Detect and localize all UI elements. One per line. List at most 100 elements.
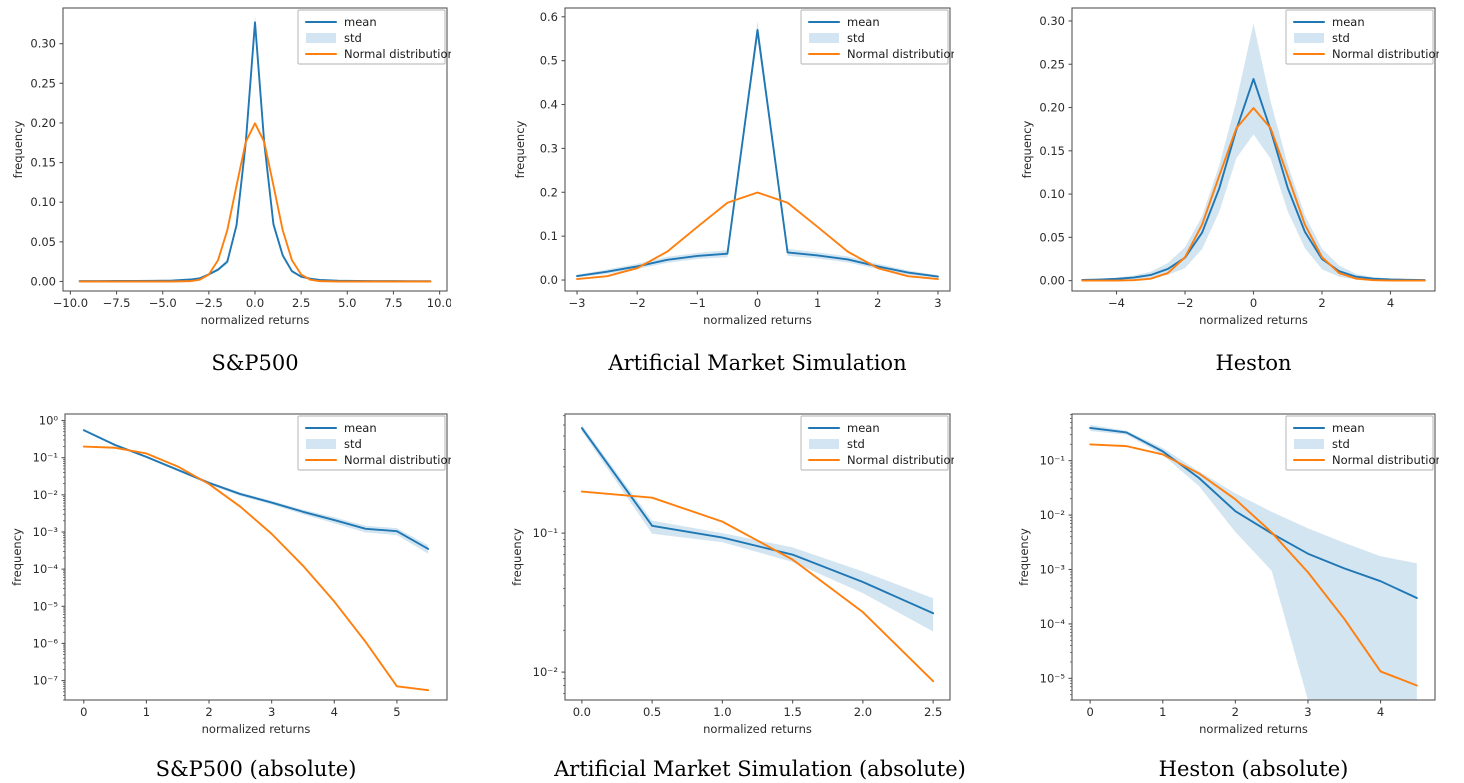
legend-label: Normal distribution	[847, 47, 954, 61]
legend-label: mean	[344, 15, 377, 29]
series-line-mean-heston-abs	[1089, 426, 1418, 599]
series-line-mean-ams-abs	[580, 427, 935, 615]
x-tick-label: −3	[569, 296, 586, 310]
legend-label: Normal distribution	[847, 453, 954, 467]
x-tick-label: 0.0	[246, 296, 264, 310]
legend-label: mean	[344, 421, 377, 435]
x-tick-label: 7.5	[384, 296, 402, 310]
x-tick-label: 1	[1159, 705, 1166, 719]
x-tick-label: 0	[1250, 296, 1257, 310]
y-axis-label: frequency	[10, 528, 24, 586]
y-tick-label: 10⁻¹	[1040, 454, 1065, 468]
legend-label: Normal distribution	[1332, 453, 1439, 467]
y-tick-label: 10⁻²	[33, 488, 58, 502]
x-tick-label: 2.0	[854, 705, 872, 719]
x-tick-label: 0	[80, 705, 87, 719]
y-tick-label: 10⁻²	[533, 665, 558, 679]
legend-label: mean	[847, 421, 880, 435]
series-line-normal-ams-pdf	[576, 191, 939, 281]
y-tick-label: 0.10	[1039, 187, 1065, 201]
y-tick-label: 10⁻⁴	[33, 562, 59, 576]
x-tick-label: 3	[268, 705, 275, 719]
x-tick-label: −2	[629, 296, 646, 310]
y-tick-label: 0.05	[30, 235, 56, 249]
x-axis-label: normalized returns	[202, 722, 311, 736]
x-axis-label: normalized returns	[703, 722, 812, 736]
y-tick-label: 0.25	[30, 76, 56, 90]
y-tick-label: 0.10	[30, 195, 56, 209]
legend-swatch-band	[306, 33, 336, 43]
x-tick-label: −4	[1108, 296, 1125, 310]
y-tick-label: 10⁻³	[33, 525, 59, 539]
legend-heston-abs: mean std Normal distribution	[1285, 415, 1439, 471]
y-axis-label: frequency	[1020, 120, 1034, 178]
x-tick-label: 2	[874, 296, 881, 310]
y-tick-label: 0.15	[30, 156, 56, 170]
legend-label: Normal distribution	[344, 453, 451, 467]
legend-box	[800, 9, 949, 65]
y-tick-label: 10⁻⁴	[1040, 617, 1066, 631]
x-tick-label: 1	[143, 705, 150, 719]
y-tick-label: 0.6	[540, 10, 558, 24]
legend-label: std	[344, 31, 362, 45]
x-tick-label: 5	[393, 705, 400, 719]
y-tick-label: 0.15	[1039, 144, 1065, 158]
legend-box	[800, 415, 949, 471]
x-tick-label: 4	[1387, 296, 1394, 310]
legend-label: Normal distribution	[344, 47, 451, 61]
legend-label: std	[847, 437, 865, 451]
legend-label: mean	[1332, 15, 1365, 29]
y-tick-label: 0.3	[540, 141, 558, 155]
x-tick-label: 4	[1377, 705, 1384, 719]
x-tick-label: 0	[1086, 705, 1093, 719]
legend-swatch-band	[1294, 439, 1324, 449]
legend-swatch-band	[809, 439, 839, 449]
plot-frame-heston-abs	[1071, 413, 1436, 701]
x-tick-label: 3	[934, 296, 941, 310]
y-axis-label: frequency	[513, 120, 527, 178]
y-axis-label: frequency	[510, 528, 524, 586]
legend-label: std	[344, 437, 362, 451]
panel-caption-ams-abs: Artificial Market Simulation (absolute)	[554, 757, 966, 781]
x-tick-label: 2	[1318, 296, 1325, 310]
y-tick-label: 0.2	[540, 185, 558, 199]
x-tick-label: 0.5	[643, 705, 661, 719]
legend-label: std	[847, 31, 865, 45]
legend-box	[1285, 9, 1434, 65]
legend-label: std	[1332, 437, 1350, 451]
legend-label: std	[1332, 31, 1350, 45]
x-tick-label: 1.5	[783, 705, 801, 719]
panel-caption-sp500-abs: S&P500 (absolute)	[155, 757, 357, 781]
panel-caption-ams-pdf: Artificial Market Simulation	[608, 351, 907, 375]
y-tick-label: 10⁻²	[1040, 508, 1065, 522]
legend-label: mean	[1332, 421, 1365, 435]
plot-frame-sp500-abs	[64, 413, 448, 701]
std-band-heston-abs	[1090, 424, 1417, 700]
x-tick-label: −1	[689, 296, 706, 310]
series-line-normal-heston-pdf	[1081, 107, 1426, 282]
y-axis-label: frequency	[1017, 528, 1031, 586]
y-tick-label: 0.00	[30, 274, 56, 288]
y-tick-label: 0.00	[1039, 274, 1065, 288]
y-tick-label: 0.4	[540, 98, 558, 112]
chart-panel-sp500-pdf: −10.0 −7.5 −5.0 −2.5 0.0 2.5 5.0 7.5 10.0 0.00 0.0…	[7, 4, 451, 339]
legend-box	[297, 415, 446, 471]
y-tick-label: 0.1	[540, 229, 558, 243]
y-tick-label: 0.30	[30, 37, 56, 51]
series-line-normal-sp500-pdf	[78, 122, 432, 283]
series-line-mean-sp500-abs	[82, 429, 430, 550]
legend-sp500-pdf: mean std Normal distribution	[297, 9, 451, 65]
panel-caption-heston-abs: Heston (absolute)	[1158, 757, 1349, 781]
y-tick-label: 0.5	[540, 54, 558, 68]
legend-label: Normal distribution	[1332, 47, 1439, 61]
std-band-heston-pdf	[1082, 23, 1425, 281]
x-tick-label: 3	[1304, 705, 1311, 719]
x-axis-label: normalized returns	[201, 313, 310, 327]
x-tick-label: 0.0	[573, 705, 591, 719]
legend-sp500-abs: mean std Normal distribution	[297, 415, 451, 471]
legend-box	[297, 9, 446, 65]
legend-ams-abs: mean std Normal distribution	[800, 415, 954, 471]
x-tick-label: −10.0	[53, 296, 88, 310]
x-tick-label: −2.5	[195, 296, 223, 310]
y-tick-label: 10⁻⁷	[33, 674, 59, 688]
